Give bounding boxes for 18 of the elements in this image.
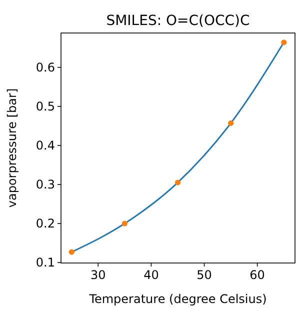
y-tick-label: 0.6 (36, 60, 55, 74)
point (228, 120, 234, 126)
y-tick-label: 0.5 (36, 99, 55, 114)
point (122, 220, 128, 226)
x-axis-title: Temperature (degree Celsius) (88, 292, 267, 306)
y-tick-label: 0.2 (36, 216, 55, 231)
point (68, 249, 74, 255)
y-axis-title: vaporpressure [bar] (5, 88, 19, 208)
x-tick-label: 40 (144, 268, 159, 282)
x-tick-label: 50 (196, 268, 212, 282)
y-tick-label: 0.1 (36, 256, 55, 270)
y-tick-label: 0.4 (36, 138, 55, 152)
point (281, 40, 287, 46)
x-tick-label: 30 (90, 268, 106, 282)
y-tick-label: 0.3 (36, 178, 55, 192)
point (174, 180, 181, 186)
x-tick-label: 60 (250, 268, 265, 282)
chart-title: SMILES: O=C(OCC)C (106, 13, 250, 29)
